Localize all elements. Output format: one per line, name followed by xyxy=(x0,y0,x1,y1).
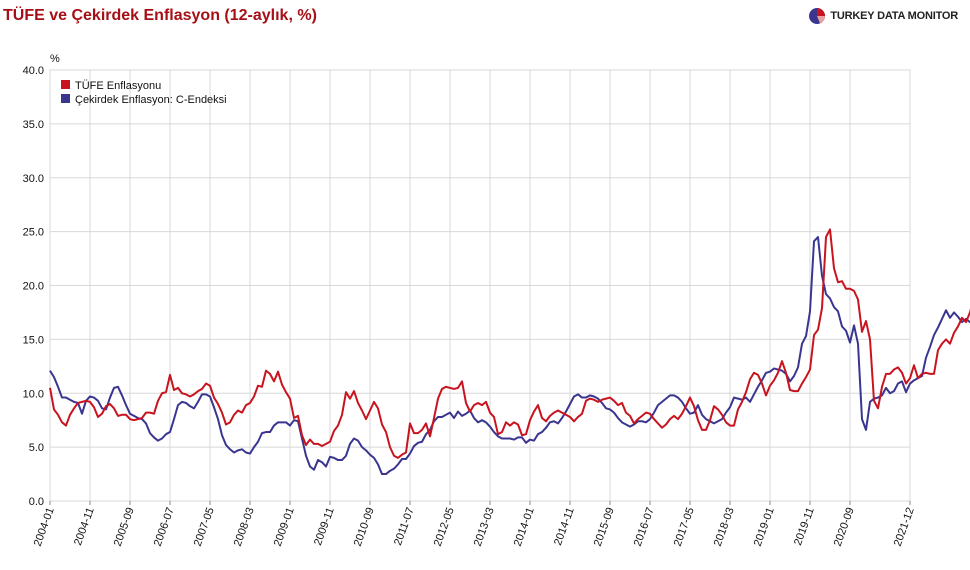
x-tick-label: 2014-01 xyxy=(512,506,537,548)
x-tick-label: 2008-03 xyxy=(232,506,257,548)
y-tick-label: 0.0 xyxy=(29,496,44,508)
x-tick-label: 2016-07 xyxy=(632,506,657,548)
brand-logo: TURKEY DATA MONITOR xyxy=(808,7,958,25)
x-tick-label: 2020-09 xyxy=(832,506,857,548)
globe-icon xyxy=(809,8,826,24)
y-axis-label: % xyxy=(50,53,60,65)
y-tick-label: 40.0 xyxy=(23,65,44,77)
x-tick-label: 2019-01 xyxy=(752,506,777,548)
x-tick-label: 2004-01 xyxy=(32,506,57,548)
x-tick-label: 2006-07 xyxy=(152,506,177,548)
tufe-line xyxy=(49,228,970,459)
x-tick-label: 2009-01 xyxy=(272,506,297,548)
core-inflation-line xyxy=(49,236,970,476)
legend-swatch-tufe xyxy=(61,80,70,89)
legend-swatch-core xyxy=(61,94,70,103)
y-tick-label: 30.0 xyxy=(23,173,44,185)
y-tick-label: 25.0 xyxy=(23,227,44,239)
y-axis: 0.0 5.0 10.0 15.0 20.0 25.0 30.0 35.0 40.0 xyxy=(23,65,44,508)
x-tick-label: 2012-05 xyxy=(432,506,457,548)
x-tick-label: 2017-05 xyxy=(672,506,697,548)
x-tick-label: 2007-05 xyxy=(192,506,217,548)
x-tick-label: 2015-09 xyxy=(592,506,617,548)
x-tick-label: 2005-09 xyxy=(112,506,137,548)
x-axis: 2004-01 2004-11 2005-09 2006-07 2007-05 2008-… xyxy=(32,501,917,548)
y-tick-label: 35.0 xyxy=(23,119,44,131)
legend-label-tufe: TÜFE Enflasyonu xyxy=(75,80,161,92)
y-tick-label: 5.0 xyxy=(29,442,44,454)
chart-title: TÜFE ve Çekirdek Enflasyon (12-aylık, %) xyxy=(3,7,317,24)
y-tick-label: 20.0 xyxy=(23,281,44,293)
x-tick-label: 2011-07 xyxy=(392,506,417,547)
x-tick-label: 2018-03 xyxy=(712,506,737,548)
y-tick-label: 10.0 xyxy=(23,388,44,400)
x-tick-label: 2013-03 xyxy=(472,506,497,548)
legend: TÜFE Enflasyonu Çekirdek Enflasyon: C-En… xyxy=(61,80,227,106)
x-tick-label: 2004-11 xyxy=(72,506,97,547)
legend-label-core: Çekirdek Enflasyon: C-Endeksi xyxy=(75,94,227,106)
x-tick-label: 2019-11 xyxy=(792,506,817,547)
x-tick-label: 2021-12 xyxy=(892,506,917,548)
series-lines xyxy=(49,228,970,476)
x-tick-label: 2009-11 xyxy=(312,506,337,547)
y-tick-label: 15.0 xyxy=(23,334,44,346)
x-tick-label: 2010-09 xyxy=(352,506,377,548)
brand-name: TURKEY DATA MONITOR xyxy=(830,10,958,22)
x-tick-label: 2014-11 xyxy=(552,506,577,547)
